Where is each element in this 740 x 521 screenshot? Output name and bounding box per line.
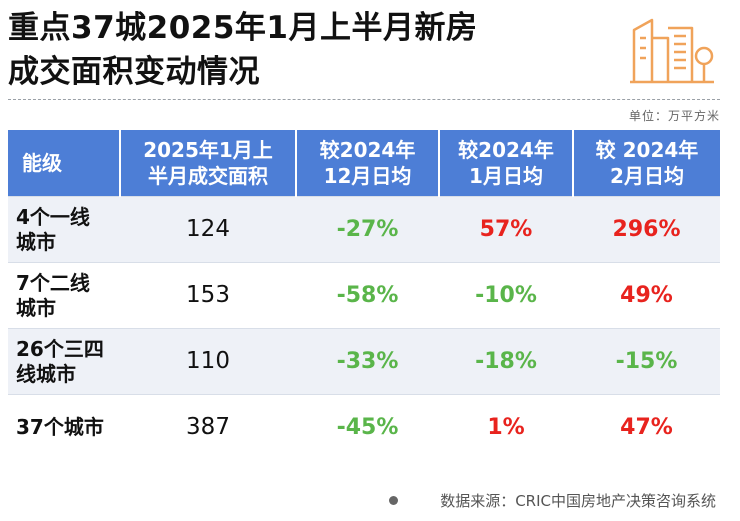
table-header-row: 能级 2025年1月上 半月成交面积 较2024年 12月日均 较2024年 1…	[8, 130, 720, 197]
column-header-line: 半月成交面积	[148, 164, 268, 188]
region-cell: 37个城市	[8, 394, 120, 460]
column-header-line: 2025年1月上	[143, 138, 273, 162]
table-row: 37个城市 387 -45% 1% 47%	[8, 394, 720, 460]
column-header-line: 2月日均	[610, 164, 684, 188]
column-header-line: 较 2024年	[595, 138, 699, 162]
column-header-vs-feb: 较 2024年 2月日均	[573, 130, 720, 197]
vs-feb-value: 296%	[573, 196, 720, 263]
region-line: 城市	[16, 229, 56, 254]
column-header-line: 12月日均	[323, 164, 412, 188]
vs-jan-value: -18%	[439, 328, 573, 395]
region-line: 线城市	[16, 361, 76, 386]
area-value: 387	[120, 394, 296, 460]
area-value: 124	[120, 196, 296, 263]
region-line: 37个城市	[16, 415, 104, 439]
vs-jan-value: 57%	[439, 196, 573, 263]
vs-dec-value: -58%	[296, 262, 439, 329]
region-line: 26个三四	[16, 336, 104, 361]
page-title: 重点37城2025年1月上半月新房 成交面积变动情况	[8, 6, 478, 94]
vs-dec-value: -33%	[296, 328, 439, 395]
region-cell: 7个二线 城市	[8, 262, 120, 329]
buildings-icon	[630, 18, 714, 84]
region-line: 4个一线	[16, 204, 90, 229]
table-row: 7个二线 城市 153 -58% -10% 49%	[8, 262, 720, 329]
vs-dec-value: -27%	[296, 196, 439, 263]
vs-jan-value: -10%	[439, 262, 573, 329]
area-change-table: 能级 2025年1月上 半月成交面积 较2024年 12月日均 较2024年 1…	[8, 130, 720, 460]
region-cell: 4个一线 城市	[8, 196, 120, 263]
region-cell: 26个三四 线城市	[8, 328, 120, 395]
column-header-line: 能级	[22, 151, 62, 175]
region-line: 7个二线	[16, 270, 90, 295]
column-header-area: 2025年1月上 半月成交面积	[120, 130, 297, 197]
column-header-line: 较2024年	[319, 138, 416, 162]
column-header-tier: 能级	[8, 130, 121, 197]
column-header-line: 较2024年	[458, 138, 554, 162]
bullet-dot-icon	[389, 496, 399, 505]
vs-feb-value: 47%	[573, 394, 720, 460]
table-row: 26个三四 线城市 110 -33% -18% -15%	[8, 328, 720, 395]
title-line-2: 成交面积变动情况	[8, 54, 260, 90]
region-line: 城市	[16, 295, 56, 320]
title-line-1: 重点37城2025年1月上半月新房	[8, 10, 478, 46]
vs-jan-value: 1%	[439, 394, 573, 460]
unit-label: 单位：万平方米	[628, 109, 720, 123]
area-value: 153	[120, 262, 296, 329]
vs-dec-value: -45%	[296, 394, 439, 460]
table-row: 4个一线 城市 124 -27% 57% 296%	[8, 196, 720, 263]
column-header-line: 1月日均	[469, 164, 543, 188]
vs-feb-value: 49%	[573, 262, 720, 329]
column-header-vs-dec: 较2024年 12月日均	[296, 130, 440, 197]
area-value: 110	[120, 328, 296, 395]
column-header-vs-jan: 较2024年 1月日均	[439, 130, 574, 197]
source-footer: 数据来源：CRIC中国房地产决策咨询系统	[389, 490, 716, 511]
title-divider	[8, 99, 720, 100]
vs-feb-value: -15%	[573, 328, 720, 395]
source-text: 数据来源：CRIC中国房地产决策咨询系统	[440, 492, 716, 510]
